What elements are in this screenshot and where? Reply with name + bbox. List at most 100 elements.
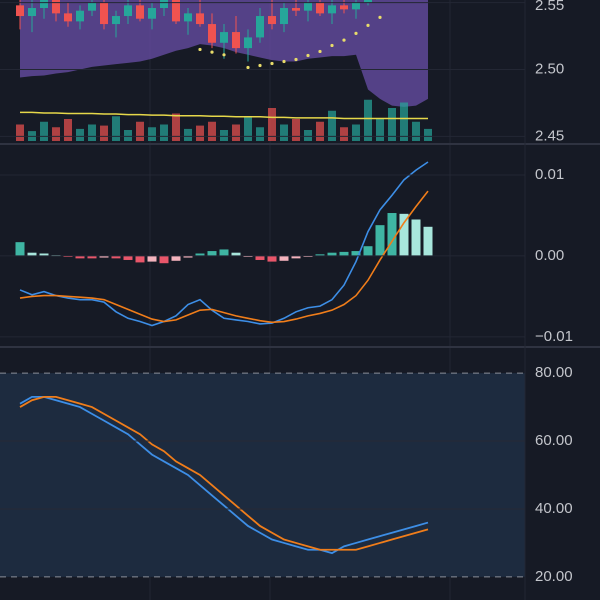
volume-bar (352, 124, 360, 141)
y-tick-label: 60.00 (535, 432, 573, 449)
candle-body (160, 0, 168, 9)
oscillator-line (19, 395, 429, 551)
volume-bar (388, 108, 396, 141)
volume-bar (172, 113, 180, 141)
candle-body (40, 0, 48, 9)
histogram-bar (351, 251, 361, 256)
volume-bar (100, 125, 108, 141)
volume-bar (304, 130, 312, 141)
candle-body (76, 10, 84, 22)
y-tick-label: −0.01 (535, 328, 573, 345)
volume-bar (340, 127, 348, 141)
histogram-bar (147, 255, 157, 262)
histogram-bar (87, 255, 97, 259)
volume-bar (316, 121, 324, 141)
sar-dot (198, 47, 202, 52)
volume-bar (40, 121, 48, 141)
volume-bar (280, 124, 288, 141)
y-tick-label: 2.50 (535, 60, 564, 77)
candle-body (328, 5, 336, 14)
histogram-bar (219, 249, 229, 256)
candle-body (64, 13, 72, 22)
volume-bar (88, 124, 96, 141)
candle-body (172, 0, 180, 22)
histogram-bar (315, 254, 325, 256)
y-tick-label: 0.01 (535, 166, 564, 183)
volume-bar (124, 130, 132, 141)
volume-bar (184, 128, 192, 141)
candle-body (316, 2, 324, 14)
candle-body (256, 16, 264, 38)
histogram-bar (171, 255, 181, 261)
histogram-bar (231, 252, 241, 256)
histogram-bar (207, 251, 217, 256)
sar-dot (342, 38, 346, 42)
histogram-bar (363, 246, 373, 256)
volume-bar (64, 119, 72, 141)
candle-body (124, 5, 132, 17)
histogram-bar (399, 213, 409, 256)
sar-dot (258, 63, 262, 68)
y-tick-label: 0.00 (535, 247, 564, 264)
sar-dot (222, 53, 226, 57)
volume-bar (160, 124, 168, 141)
histogram-bar (255, 255, 265, 260)
volume-bar (148, 127, 156, 141)
band-fill (0, 373, 525, 577)
volume-bar (52, 127, 60, 141)
candle-body (244, 37, 252, 49)
sar-dot (246, 65, 250, 70)
candle-body (220, 32, 228, 43)
y-tick-label: 80.00 (535, 364, 573, 381)
candle-body (28, 8, 36, 17)
candle-body (352, 2, 360, 10)
candle-body (100, 2, 108, 25)
volume-bar (292, 119, 300, 141)
histogram-bar (15, 242, 25, 256)
price-panel (16, 0, 432, 141)
y-tick-label: 20.00 (535, 568, 573, 585)
volume-bar (364, 99, 372, 141)
histogram-bar (99, 255, 109, 258)
macd-panel (15, 161, 433, 327)
y-tick-label: 2.55 (535, 0, 564, 14)
histogram-bar (195, 253, 205, 256)
volume-bar (256, 127, 264, 141)
histogram-bar (375, 225, 385, 256)
volume-bar (16, 124, 24, 141)
histogram-bar (27, 252, 37, 256)
candle-body (136, 5, 144, 19)
data-layer (0, 0, 525, 578)
candle-body (196, 13, 204, 25)
volume-bar (400, 102, 408, 141)
histogram-bar (279, 255, 289, 261)
candle-body (52, 0, 60, 14)
histogram-bar (327, 252, 337, 256)
sar-dot (270, 61, 274, 66)
histogram-bar (159, 255, 169, 264)
histogram-bar (387, 213, 397, 256)
sar-dot (354, 31, 358, 36)
candle-body (184, 13, 192, 22)
sar-dot (330, 43, 334, 48)
histogram-bar (291, 255, 301, 259)
candle-body (112, 16, 120, 25)
candle-body (208, 24, 216, 43)
sar-dot (282, 59, 286, 64)
volume-bar (424, 128, 432, 141)
oscillator-line (19, 395, 429, 555)
sar-dot (378, 15, 382, 19)
volume-ma-line (20, 111, 428, 120)
volume-bar (412, 121, 420, 141)
candle-body (280, 8, 288, 25)
candle-body (340, 5, 348, 10)
candle-body (304, 2, 312, 11)
macd-line (19, 161, 429, 327)
volume-bar (328, 110, 336, 141)
histogram-bar (39, 253, 49, 256)
histogram-bar (75, 255, 85, 259)
volume-bar (76, 128, 84, 141)
volume-bar (232, 124, 240, 141)
sar-dot (210, 50, 214, 54)
